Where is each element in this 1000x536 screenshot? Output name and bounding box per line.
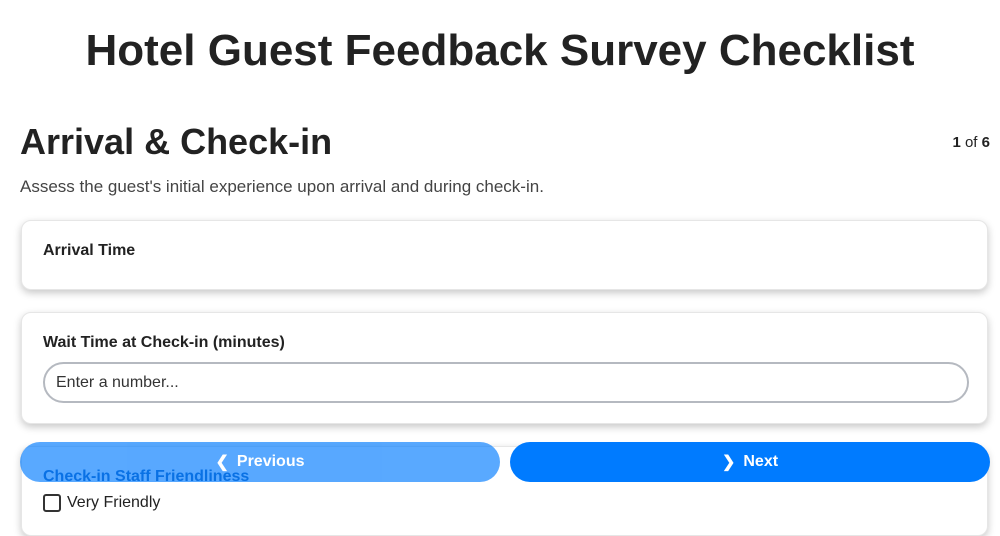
- next-label: Next: [743, 453, 779, 470]
- section-description: Assess the guest's initial experience up…: [20, 177, 544, 196]
- field-label: Wait Time at Check-in (minutes): [43, 334, 285, 351]
- wait-time-input[interactable]: [43, 362, 969, 403]
- checkbox[interactable]: [43, 494, 61, 512]
- option-label: Very Friendly: [67, 494, 161, 512]
- page-title: Hotel Guest Feedback Survey Checklist: [85, 26, 915, 75]
- page-indicator: 1 of 6: [952, 134, 990, 151]
- field-card-arrival-time: Arrival Time: [21, 220, 988, 290]
- field-card-wait-time: Wait Time at Check-in (minutes): [21, 312, 988, 424]
- previous-label: Previous: [236, 453, 305, 470]
- chevron-left-icon: ❮: [215, 454, 229, 471]
- field-label: Arrival Time: [43, 242, 136, 259]
- option-very-friendly[interactable]: Very Friendly: [43, 494, 160, 512]
- chevron-right-icon: ❯: [721, 454, 736, 471]
- next-button[interactable]: ❯ Next: [510, 442, 990, 482]
- previous-button[interactable]: ❮ Previous: [20, 442, 500, 482]
- section-title: Arrival & Check-in: [20, 121, 333, 162]
